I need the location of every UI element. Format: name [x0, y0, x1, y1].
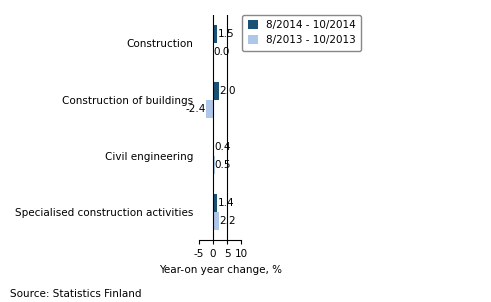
Text: 1.4: 1.4 [218, 198, 234, 208]
Text: 0.4: 0.4 [215, 142, 231, 152]
Bar [213, 138, 214, 156]
Text: 2.0: 2.0 [219, 85, 236, 95]
Text: 0.0: 0.0 [214, 47, 230, 57]
Bar [213, 212, 219, 230]
Text: Source: Statistics Finland: Source: Statistics Finland [10, 289, 141, 299]
Text: -2.4: -2.4 [186, 104, 206, 114]
Bar [213, 156, 215, 174]
Legend: 8/2014 - 10/2014, 8/2013 - 10/2013: 8/2014 - 10/2014, 8/2013 - 10/2013 [242, 15, 361, 51]
Text: 0.5: 0.5 [215, 160, 231, 170]
Bar [206, 100, 213, 117]
Text: 2.2: 2.2 [219, 216, 236, 226]
Bar [213, 194, 217, 212]
Text: 1.5: 1.5 [218, 29, 234, 39]
Bar [213, 82, 219, 100]
Bar [213, 25, 218, 43]
X-axis label: Year-on year change, %: Year-on year change, % [159, 265, 282, 275]
